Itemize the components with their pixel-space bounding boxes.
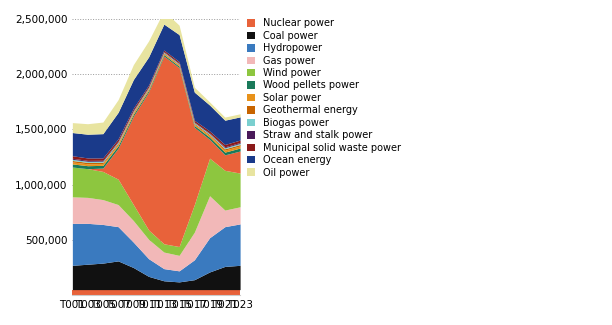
Legend: Nuclear power, Coal power, Hydropower, Gas power, Wind power, Wood pellets power: Nuclear power, Coal power, Hydropower, G… [247, 18, 401, 177]
